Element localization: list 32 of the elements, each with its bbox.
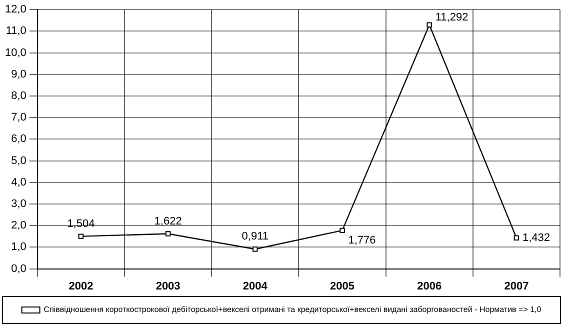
y-tick-label: 6,0 — [11, 133, 26, 146]
data-label: 0,911 — [242, 230, 269, 243]
y-tick-label: 8,0 — [11, 90, 26, 102]
y-tick-label: 9,0 — [11, 68, 26, 80]
point — [165, 231, 171, 236]
x-tick-label: 2002 — [68, 280, 94, 292]
point — [514, 235, 520, 240]
y-tick-label: 3,0 — [11, 198, 26, 210]
y-tick-label: 1,0 — [11, 241, 26, 254]
y-tick-label: 0,0 — [11, 262, 26, 275]
data-label: 1,504 — [67, 218, 95, 230]
x-tick-label: 2003 — [156, 280, 180, 292]
y-tick-label: 4,0 — [11, 176, 26, 188]
x-tick-label: 2005 — [330, 280, 354, 292]
x-tick-label: 2007 — [504, 280, 529, 292]
y-tick-label: 11,0 — [6, 25, 26, 38]
y-tick-label: 2,0 — [11, 220, 26, 232]
y-tick-label: 12,0 — [4, 4, 26, 16]
data-label: 1,432 — [522, 232, 550, 244]
point — [426, 22, 432, 28]
y-tick-label: 5,0 — [11, 154, 26, 167]
y-tick-label: 7,0 — [11, 112, 26, 124]
data-label: 1,776 — [348, 234, 376, 246]
point — [78, 234, 84, 239]
legend-label: Співвідношення короткострокової дебіторської+векселі отримані та кредиторської+векселі видані заборгованостей - Норматив => 1,0 — [44, 305, 542, 314]
point — [340, 228, 345, 234]
y-tick-label: 10,0 — [4, 46, 26, 59]
point — [252, 246, 258, 252]
data-label: 11,292 — [435, 11, 468, 24]
x-tick-label: 2004 — [242, 280, 268, 292]
data-label: 1,622 — [154, 215, 182, 228]
x-tick-label: 2006 — [417, 280, 442, 292]
